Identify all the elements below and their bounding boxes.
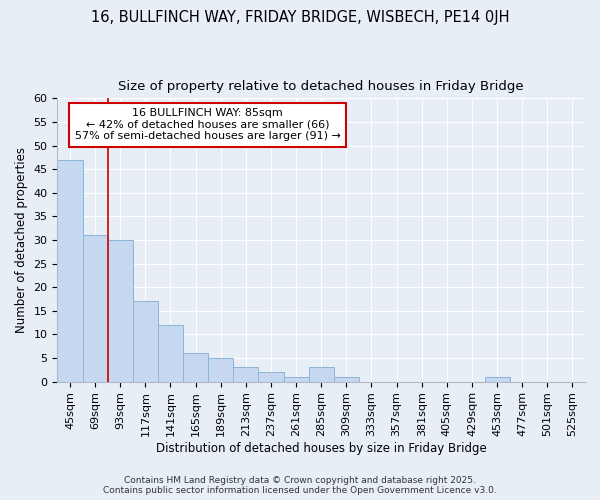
Text: Contains HM Land Registry data © Crown copyright and database right 2025.
Contai: Contains HM Land Registry data © Crown c…	[103, 476, 497, 495]
Bar	[133, 302, 158, 382]
Text: 16 BULLFINCH WAY: 85sqm
← 42% of detached houses are smaller (66)
57% of semi-de: 16 BULLFINCH WAY: 85sqm ← 42% of detache…	[75, 108, 341, 142]
Bar	[107, 240, 133, 382]
Bar	[58, 160, 83, 382]
Bar	[259, 372, 284, 382]
Bar	[83, 235, 107, 382]
Bar	[284, 377, 308, 382]
Bar	[183, 354, 208, 382]
Bar	[208, 358, 233, 382]
Bar	[334, 377, 359, 382]
Bar	[485, 377, 509, 382]
Bar	[158, 325, 183, 382]
Title: Size of property relative to detached houses in Friday Bridge: Size of property relative to detached ho…	[118, 80, 524, 93]
X-axis label: Distribution of detached houses by size in Friday Bridge: Distribution of detached houses by size …	[156, 442, 487, 455]
Bar	[233, 368, 259, 382]
Text: 16, BULLFINCH WAY, FRIDAY BRIDGE, WISBECH, PE14 0JH: 16, BULLFINCH WAY, FRIDAY BRIDGE, WISBEC…	[91, 10, 509, 25]
Y-axis label: Number of detached properties: Number of detached properties	[15, 147, 28, 333]
Bar	[308, 368, 334, 382]
